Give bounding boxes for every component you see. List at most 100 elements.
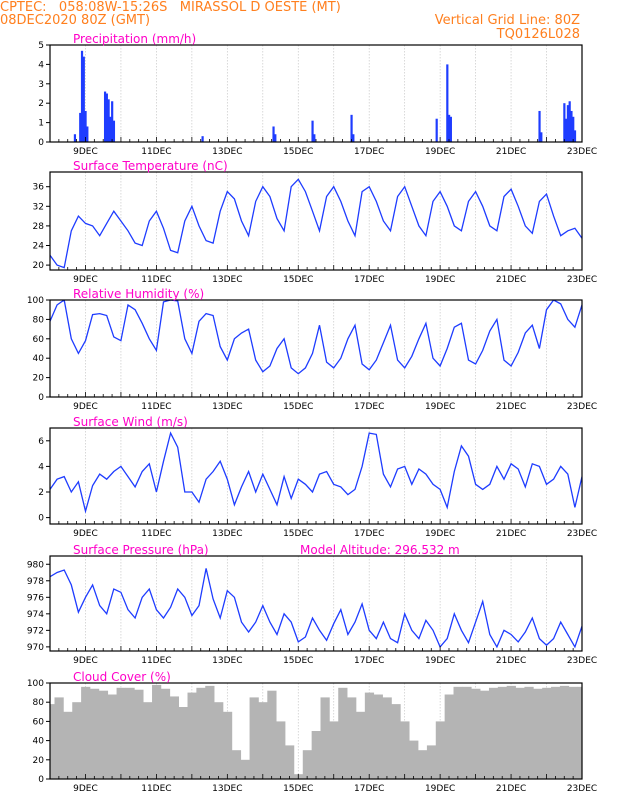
precipitation-bar: [84, 110, 87, 142]
pressure-ytick-label: 972: [27, 626, 44, 636]
humidity-xtick-label: 21DEC: [496, 402, 526, 412]
pressure-xtick-label: 11DEC: [141, 656, 171, 666]
cloud-ytick-label: 80: [33, 698, 45, 708]
precipitation-bar: [570, 110, 573, 142]
humidity-ytick-label: 0: [38, 393, 44, 403]
temperature-xtick-label: 13DEC: [212, 275, 242, 285]
cloud-bar: [577, 686, 582, 779]
pressure-line: [50, 568, 582, 649]
cloud-bar: [249, 697, 259, 779]
cloud-bar: [400, 721, 410, 779]
temperature-xtick-label: 23DEC: [567, 275, 597, 285]
temperature-xtick-label: 21DEC: [496, 275, 526, 285]
precipitation-xtick-label: 13DEC: [212, 147, 242, 157]
precipitation-ytick-label: 1: [38, 119, 44, 129]
precipitation-bar: [313, 134, 316, 142]
cloud-bar: [72, 702, 82, 779]
temperature-xtick-label: 9DEC: [73, 275, 98, 285]
cloud-bar: [382, 697, 392, 779]
precipitation-xtick-label: 11DEC: [141, 147, 171, 157]
humidity-ytick-label: 60: [33, 335, 45, 345]
cloud-xtick-label: 9DEC: [73, 784, 98, 794]
humidity-title: Relative Humidity (%): [73, 287, 204, 301]
cloud-bar: [231, 750, 242, 779]
precipitation-title: Precipitation (mm/h): [73, 32, 196, 46]
cloud-bar: [152, 684, 162, 779]
precipitation-bar: [109, 116, 112, 142]
precipitation-bar: [448, 114, 451, 142]
pressure-annotation: Model Altitude: 296.532 m: [300, 543, 460, 557]
precipitation-bar: [435, 118, 438, 142]
cloud-bar: [311, 731, 321, 779]
cloud-bar: [187, 692, 197, 779]
cloud-xtick-label: 19DEC: [425, 784, 455, 794]
pressure-ytick-label: 974: [27, 610, 44, 620]
precipitation-ytick-label: 4: [38, 60, 44, 70]
precipitation-bar: [568, 101, 571, 142]
cloud-title: Cloud Cover (%): [73, 670, 171, 684]
wind-xtick-label: 23DEC: [567, 529, 597, 539]
header-station: CPTEC: 058:08W-15:26S MIRASSOL D OESTE (…: [0, 0, 341, 15]
humidity-ytick-label: 40: [33, 354, 45, 364]
humidity-xtick-label: 9DEC: [73, 402, 98, 412]
temperature-line: [50, 178, 582, 269]
precipitation-bar: [272, 126, 275, 142]
cloud-bar: [506, 685, 516, 779]
cloud-bar: [276, 721, 286, 779]
cloud-bar: [258, 702, 268, 779]
cloud-xtick-label: 17DEC: [354, 784, 384, 794]
cloud-bar: [107, 694, 117, 779]
wind-xtick-label: 17DEC: [354, 529, 384, 539]
humidity-xtick-label: 13DEC: [212, 402, 242, 412]
pressure-frame: [49, 555, 583, 652]
precipitation-bar: [311, 120, 314, 142]
humidity-line: [50, 300, 582, 375]
precipitation-bar: [449, 116, 452, 142]
cloud-bar: [418, 750, 428, 779]
temperature-ytick-label: 36: [33, 183, 45, 193]
wind-xtick-label: 21DEC: [496, 529, 526, 539]
cloud-ytick-label: 60: [33, 717, 45, 727]
cloud-bar: [515, 687, 525, 779]
cloud-bar: [205, 685, 215, 779]
cloud-bar: [480, 690, 490, 779]
cloud-bar: [89, 688, 100, 779]
cloud-bar: [267, 690, 277, 779]
cloud-bar: [98, 690, 109, 779]
header-run-time: 08DEC2020 80Z (GMT): [0, 13, 151, 28]
temperature-ytick-label: 24: [33, 242, 45, 252]
precipitation-bar: [572, 116, 575, 142]
cloud-bar: [462, 686, 472, 779]
pressure-title: Surface Pressure (hPa): [73, 543, 209, 557]
precipitation-xtick-label: 9DEC: [73, 147, 98, 157]
precipitation-bar: [566, 105, 570, 142]
precipitation-bar: [82, 56, 85, 142]
humidity-ytick-label: 80: [33, 315, 45, 325]
cloud-bar: [533, 688, 543, 779]
pressure-xtick-label: 9DEC: [73, 656, 98, 666]
humidity-ytick-label: 100: [27, 296, 44, 306]
precipitation-bar: [73, 134, 77, 142]
precipitation-xtick-label: 19DEC: [425, 147, 455, 157]
pressure-xtick-label: 17DEC: [354, 656, 384, 666]
cloud-bar: [240, 759, 250, 779]
cloud-bar: [50, 704, 55, 779]
cloud-bar: [497, 686, 508, 779]
precipitation-bar: [538, 110, 541, 142]
wind-ytick-label: 4: [38, 462, 44, 472]
precipitation-bar: [111, 101, 114, 142]
cloud-bar: [347, 697, 357, 779]
cloud-ytick-label: 0: [38, 775, 44, 785]
precipitation-bar: [86, 126, 89, 142]
cloud-bar: [320, 697, 330, 779]
cloud-bar: [63, 711, 73, 779]
precipitation-bar: [446, 64, 449, 142]
wind-xtick-label: 11DEC: [141, 529, 171, 539]
cloud-ytick-label: 20: [33, 756, 45, 766]
cloud-bar: [568, 686, 578, 779]
cloud-bar: [435, 721, 445, 779]
cloud-ytick-label: 40: [33, 737, 45, 747]
humidity-xtick-label: 17DEC: [354, 402, 384, 412]
precipitation-bar: [112, 120, 116, 142]
